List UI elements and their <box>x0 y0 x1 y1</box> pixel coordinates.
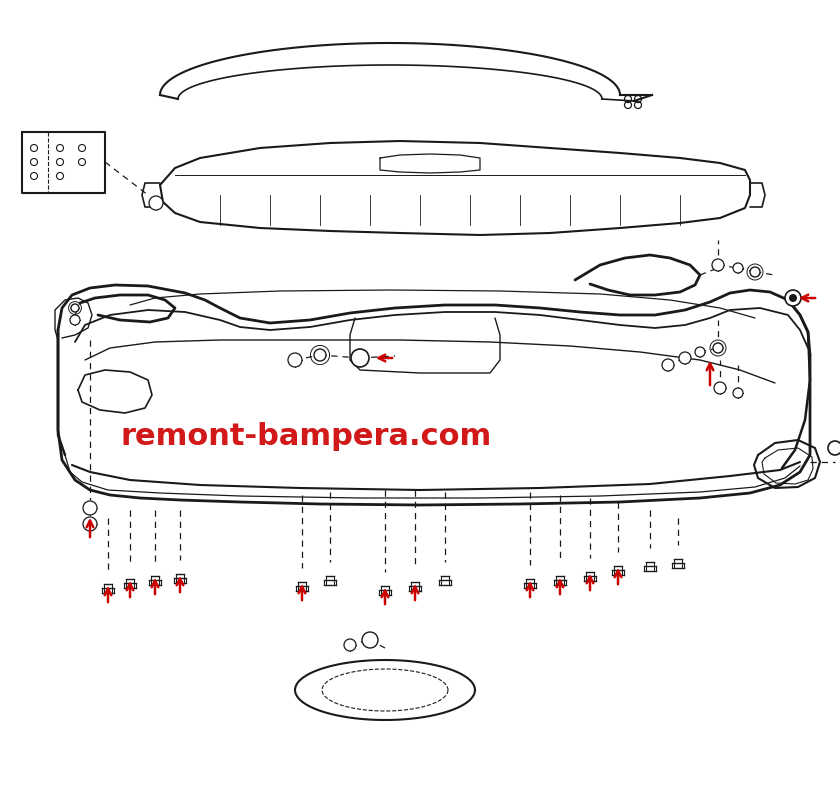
Circle shape <box>83 517 97 531</box>
Circle shape <box>70 315 80 325</box>
Circle shape <box>71 304 79 312</box>
Circle shape <box>288 353 302 367</box>
Circle shape <box>695 347 705 357</box>
Circle shape <box>713 343 723 353</box>
Circle shape <box>712 259 724 271</box>
Circle shape <box>785 290 801 306</box>
Circle shape <box>733 388 743 398</box>
Circle shape <box>750 267 760 277</box>
Circle shape <box>679 352 691 364</box>
Circle shape <box>344 639 356 651</box>
Circle shape <box>662 359 674 371</box>
Circle shape <box>362 632 378 648</box>
Text: remont-bampera.com: remont-bampera.com <box>121 422 492 450</box>
Circle shape <box>828 441 840 455</box>
Circle shape <box>314 349 326 361</box>
Circle shape <box>733 263 743 273</box>
Circle shape <box>714 382 726 394</box>
Circle shape <box>149 196 163 210</box>
Circle shape <box>351 349 369 367</box>
Circle shape <box>789 294 797 302</box>
Circle shape <box>83 501 97 515</box>
